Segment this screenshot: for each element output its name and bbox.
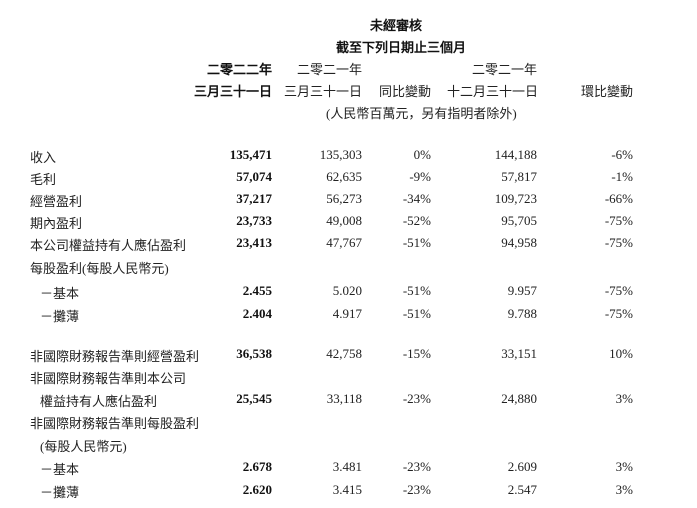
row-label: (每股人民幣元) xyxy=(40,439,127,454)
cell-col5: -66% xyxy=(604,191,633,206)
cell-col5: 3% xyxy=(615,459,633,474)
cell-col2: 62,635 xyxy=(326,169,362,184)
cell-col5: 3% xyxy=(615,482,633,497)
cell-col1: 23,733 xyxy=(236,213,272,228)
col1-date: 三月三十一日 xyxy=(193,84,272,99)
cell-col1: 2.455 xyxy=(242,283,272,298)
cell-col1: 37,217 xyxy=(236,191,272,206)
row-label: 期內盈利 xyxy=(30,216,83,231)
cell-col5: -75% xyxy=(604,213,633,228)
row-label: －基本 xyxy=(40,462,80,477)
table-row: 權益持有人應佔盈利 25,545 33,118 -23% 24,880 3% xyxy=(0,391,697,409)
table-row: 經營盈利 37,217 56,273 -34% 109,723 -66% xyxy=(0,191,697,209)
table-row: 非國際財務報告準則本公司 xyxy=(0,368,697,386)
header-unaudited: 未經審核 xyxy=(369,18,422,33)
cell-col4: 95,705 xyxy=(501,213,537,228)
cell-col1: 135,471 xyxy=(229,147,272,162)
row-label: 權益持有人應佔盈利 xyxy=(40,394,158,409)
col3-header: 同比變動 xyxy=(378,84,431,99)
table-row: －基本 2.455 5.020 -51% 9.957 -75% xyxy=(0,283,697,301)
cell-col2: 47,767 xyxy=(326,235,362,250)
cell-col3: -23% xyxy=(402,391,431,406)
cell-col3: -51% xyxy=(402,235,431,250)
col2-date: 三月三十一日 xyxy=(283,84,362,99)
cell-col1: 57,074 xyxy=(236,169,272,184)
row-label: 收入 xyxy=(30,150,57,165)
cell-col3: -23% xyxy=(402,459,431,474)
cell-col1: 36,538 xyxy=(236,346,272,361)
cell-col2: 33,118 xyxy=(326,391,362,406)
row-label: 每股盈利(每股人民幣元) xyxy=(30,261,169,276)
row-label: 非國際財務報告準則每股盈利 xyxy=(30,416,200,431)
cell-col3: -52% xyxy=(402,213,431,228)
row-label: 本公司權益持有人應佔盈利 xyxy=(30,238,187,253)
cell-col3: 0% xyxy=(413,147,431,162)
cell-col5: -1% xyxy=(611,169,633,184)
table-row: －攤薄 2.620 3.415 -23% 2.547 3% xyxy=(0,482,697,500)
table-row: 非國際財務報告準則經營盈利 36,538 42,758 -15% 33,151 10% xyxy=(0,346,697,364)
cell-col4: 33,151 xyxy=(501,346,537,361)
table-row: (每股人民幣元) xyxy=(0,436,697,454)
cell-col5: -75% xyxy=(604,283,633,298)
cell-col1: 2.404 xyxy=(242,306,272,321)
cell-col5: -75% xyxy=(604,306,633,321)
table-row: 非國際財務報告準則每股盈利 xyxy=(0,413,697,431)
table-row: 期內盈利 23,733 49,008 -52% 95,705 -75% xyxy=(0,213,697,231)
row-label: －攤薄 xyxy=(40,309,80,324)
col4-date: 十二月三十一日 xyxy=(447,84,539,99)
cell-col4: 109,723 xyxy=(494,191,537,206)
col1-year: 二零二二年 xyxy=(206,62,272,77)
cell-col2: 3.481 xyxy=(332,459,362,474)
cell-col4: 94,958 xyxy=(501,235,537,250)
table-row: 每股盈利(每股人民幣元) xyxy=(0,258,697,276)
cell-col4: 2.547 xyxy=(507,482,537,497)
cell-col3: -51% xyxy=(402,283,431,298)
cell-col2: 5.020 xyxy=(332,283,362,298)
cell-col3: -15% xyxy=(402,346,431,361)
cell-col5: 3% xyxy=(615,391,633,406)
cell-col4: 2.609 xyxy=(507,459,537,474)
row-label: 非國際財務報告準則本公司 xyxy=(30,371,187,386)
row-label: 毛利 xyxy=(30,172,57,187)
cell-col1: 25,545 xyxy=(236,391,272,406)
cell-col4: 9.957 xyxy=(507,283,537,298)
cell-col3: -23% xyxy=(402,482,431,497)
cell-col2: 49,008 xyxy=(326,213,362,228)
row-label: －攤薄 xyxy=(40,485,80,500)
cell-col2: 42,758 xyxy=(326,346,362,361)
cell-col3: -9% xyxy=(409,169,431,184)
cell-col1: 2.620 xyxy=(242,482,272,497)
table-row: 毛利 57,074 62,635 -9% 57,817 -1% xyxy=(0,169,697,187)
cell-col4: 24,880 xyxy=(501,391,537,406)
table-row: －攤薄 2.404 4.917 -51% 9.788 -75% xyxy=(0,306,697,324)
cell-col5: -75% xyxy=(604,235,633,250)
cell-col2: 135,303 xyxy=(319,147,362,162)
cell-col4: 144,188 xyxy=(494,147,537,162)
table-row: 本公司權益持有人應佔盈利 23,413 47,767 -51% 94,958 -75% xyxy=(0,235,697,253)
cell-col5: 10% xyxy=(609,346,633,361)
unit-note: (人民幣百萬元，另有指明者除外) xyxy=(326,106,517,121)
table-row: 收入 135,471 135,303 0% 144,188 -6% xyxy=(0,147,697,165)
col2-year: 二零二一年 xyxy=(296,62,362,77)
col4-year: 二零二一年 xyxy=(471,62,537,77)
cell-col2: 4.917 xyxy=(332,306,362,321)
cell-col4: 57,817 xyxy=(501,169,537,184)
cell-col2: 3.415 xyxy=(332,482,362,497)
cell-col5: -6% xyxy=(611,147,633,162)
col5-header: 環比變動 xyxy=(580,84,633,99)
table-row: －基本 2.678 3.481 -23% 2.609 3% xyxy=(0,459,697,477)
row-label: 經營盈利 xyxy=(30,194,83,209)
cell-col1: 23,413 xyxy=(236,235,272,250)
header-period: 截至下列日期止三個月 xyxy=(336,40,467,55)
row-label: 非國際財務報告準則經營盈利 xyxy=(30,349,200,364)
cell-col3: -51% xyxy=(402,306,431,321)
cell-col2: 56,273 xyxy=(326,191,362,206)
cell-col4: 9.788 xyxy=(507,306,537,321)
row-label: －基本 xyxy=(40,286,80,301)
cell-col1: 2.678 xyxy=(242,459,272,474)
cell-col3: -34% xyxy=(402,191,431,206)
